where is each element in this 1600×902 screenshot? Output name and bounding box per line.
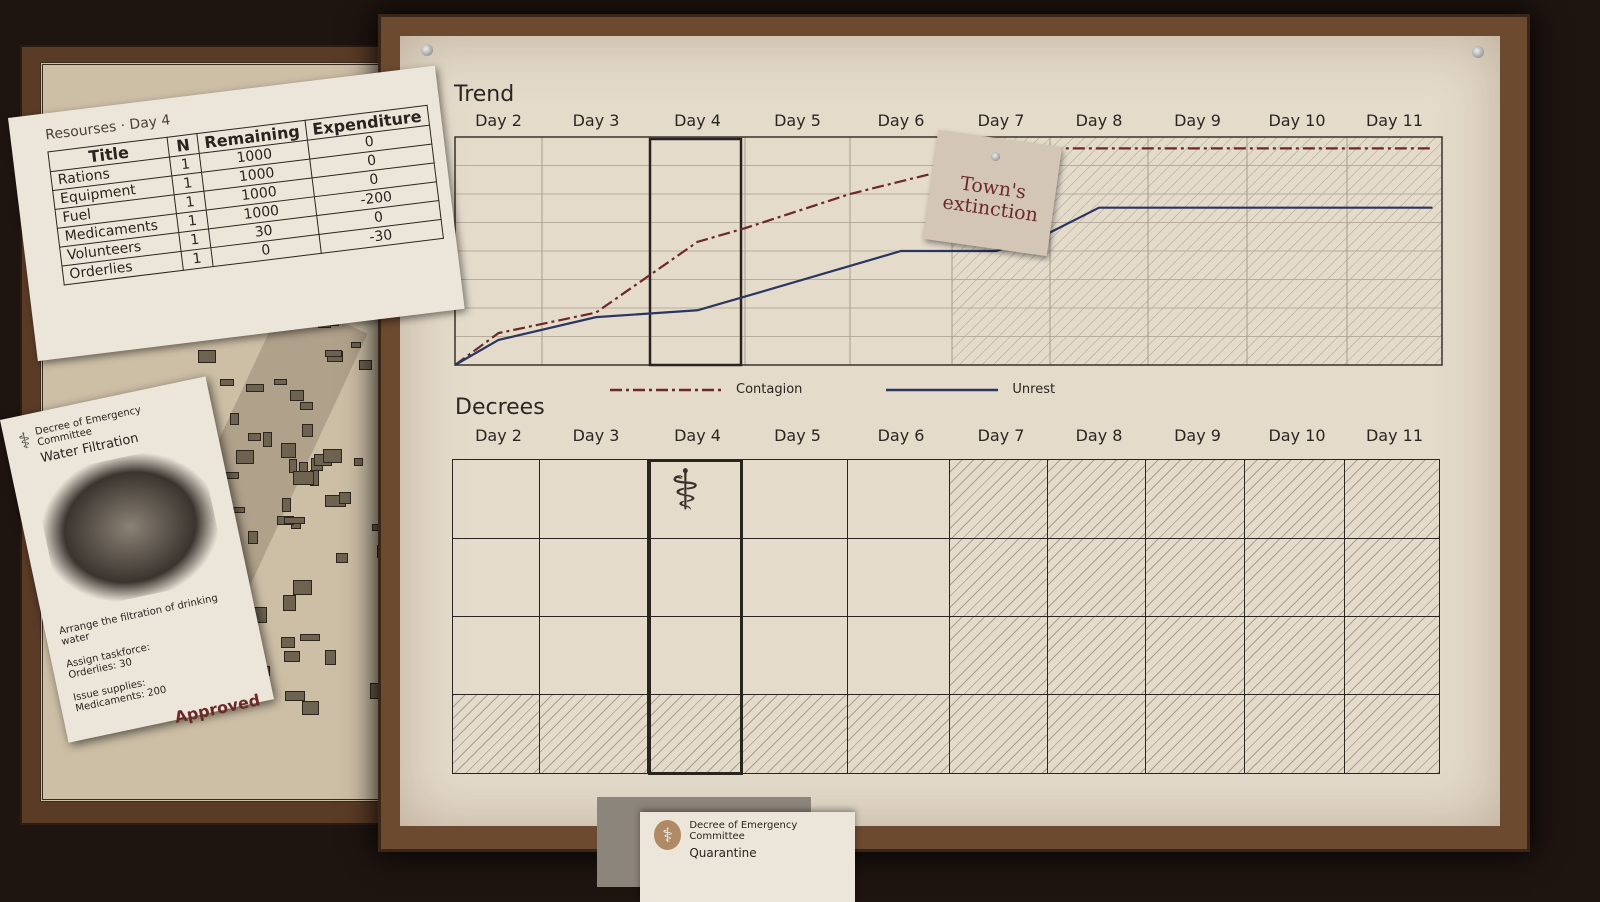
decree-slot[interactable]	[1344, 538, 1440, 617]
decree-slot[interactable]	[539, 459, 648, 539]
card-header: Decree of Emergency Committee	[689, 820, 841, 842]
decree-slot[interactable]	[742, 538, 848, 617]
decree-slot[interactable]	[1344, 694, 1440, 774]
caduceus-icon[interactable]: ⚕	[670, 458, 700, 523]
table-cell: 1	[181, 248, 213, 271]
decree-slot[interactable]	[1145, 616, 1245, 695]
decree-slot[interactable]	[949, 616, 1048, 695]
day-header: Day 11	[1345, 426, 1445, 445]
decree-slot[interactable]	[949, 459, 1048, 539]
caduceus-icon: ⚕	[17, 428, 34, 455]
decree-slot[interactable]	[847, 616, 950, 695]
decree-slot[interactable]	[452, 459, 540, 539]
decree-slot[interactable]	[1244, 616, 1345, 695]
legend-contagion-label: Contagion	[736, 382, 802, 397]
card-title: Quarantine	[689, 846, 841, 860]
legend-unrest-swatch	[886, 387, 998, 393]
resources-day: Day 4	[129, 112, 172, 133]
day-header: Day 9	[1148, 111, 1248, 130]
day-header: Day 9	[1148, 426, 1248, 445]
decree-slot[interactable]	[1244, 694, 1345, 774]
current-day-highlight	[650, 139, 741, 365]
decree-slot[interactable]	[1047, 459, 1146, 539]
decree-slot[interactable]	[742, 694, 848, 774]
decree-slot[interactable]	[452, 616, 540, 695]
legend-unrest-label: Unrest	[1012, 382, 1055, 397]
decree-slot[interactable]	[1047, 694, 1146, 774]
day-header: Day 6	[851, 111, 951, 130]
supply-value: 200	[146, 684, 167, 699]
decree-slot[interactable]	[949, 538, 1048, 617]
decree-slot[interactable]	[1047, 538, 1146, 617]
decree-slot[interactable]	[847, 538, 950, 617]
decree-slot[interactable]	[847, 459, 950, 539]
day-header: Day 10	[1247, 426, 1347, 445]
decrees-title: Decrees	[455, 395, 545, 420]
day-header: Day 4	[648, 426, 748, 445]
task-value: 30	[118, 657, 133, 670]
day-header: Day 8	[1049, 111, 1149, 130]
decree-slot[interactable]	[1244, 538, 1345, 617]
note-text: Town's extinction	[941, 173, 1039, 227]
decree-slot[interactable]	[539, 538, 648, 617]
decree-slot[interactable]	[1344, 459, 1440, 539]
decree-slot[interactable]	[452, 538, 540, 617]
decree-slot[interactable]	[1145, 459, 1245, 539]
day-header: Day 10	[1247, 111, 1347, 130]
resources-title: Resourses	[44, 119, 117, 144]
decree-slot[interactable]	[1047, 616, 1146, 695]
decree-slot[interactable]	[1344, 616, 1440, 695]
day-header: Day 8	[1049, 426, 1149, 445]
day-header: Day 3	[546, 426, 646, 445]
day-header: Day 2	[449, 111, 549, 130]
illustration-image	[32, 441, 227, 613]
decree-slot[interactable]	[949, 694, 1048, 774]
day-header: Day 5	[748, 426, 848, 445]
day-header: Day 4	[648, 111, 748, 130]
towns-extinction-note: Town's extinction	[923, 130, 1062, 256]
day-header: Day 6	[851, 426, 951, 445]
decree-slot[interactable]	[539, 694, 648, 774]
decree-slot[interactable]	[452, 694, 540, 774]
day-header: Day 2	[449, 426, 549, 445]
legend-contagion-swatch	[610, 387, 722, 393]
day-header: Day 3	[546, 111, 646, 130]
day-header: Day 7	[951, 111, 1051, 130]
decree-slot[interactable]	[847, 694, 950, 774]
day-header: Day 7	[951, 426, 1051, 445]
decree-card-quarantine[interactable]: ⚕ Decree of Emergency Committee Quaranti…	[640, 812, 855, 902]
decree-slot[interactable]	[1145, 538, 1245, 617]
decree-slot[interactable]	[1244, 459, 1345, 539]
decree-slot[interactable]	[742, 459, 848, 539]
legend: Contagion Unrest	[610, 382, 1055, 397]
decree-slot[interactable]	[1145, 694, 1245, 774]
decree-slot[interactable]	[539, 616, 648, 695]
pin-icon	[991, 151, 1001, 161]
decree-slot[interactable]	[742, 616, 848, 695]
caduceus-icon: ⚕	[654, 820, 681, 850]
day-header: Day 5	[748, 111, 848, 130]
day-header: Day 11	[1345, 111, 1445, 130]
